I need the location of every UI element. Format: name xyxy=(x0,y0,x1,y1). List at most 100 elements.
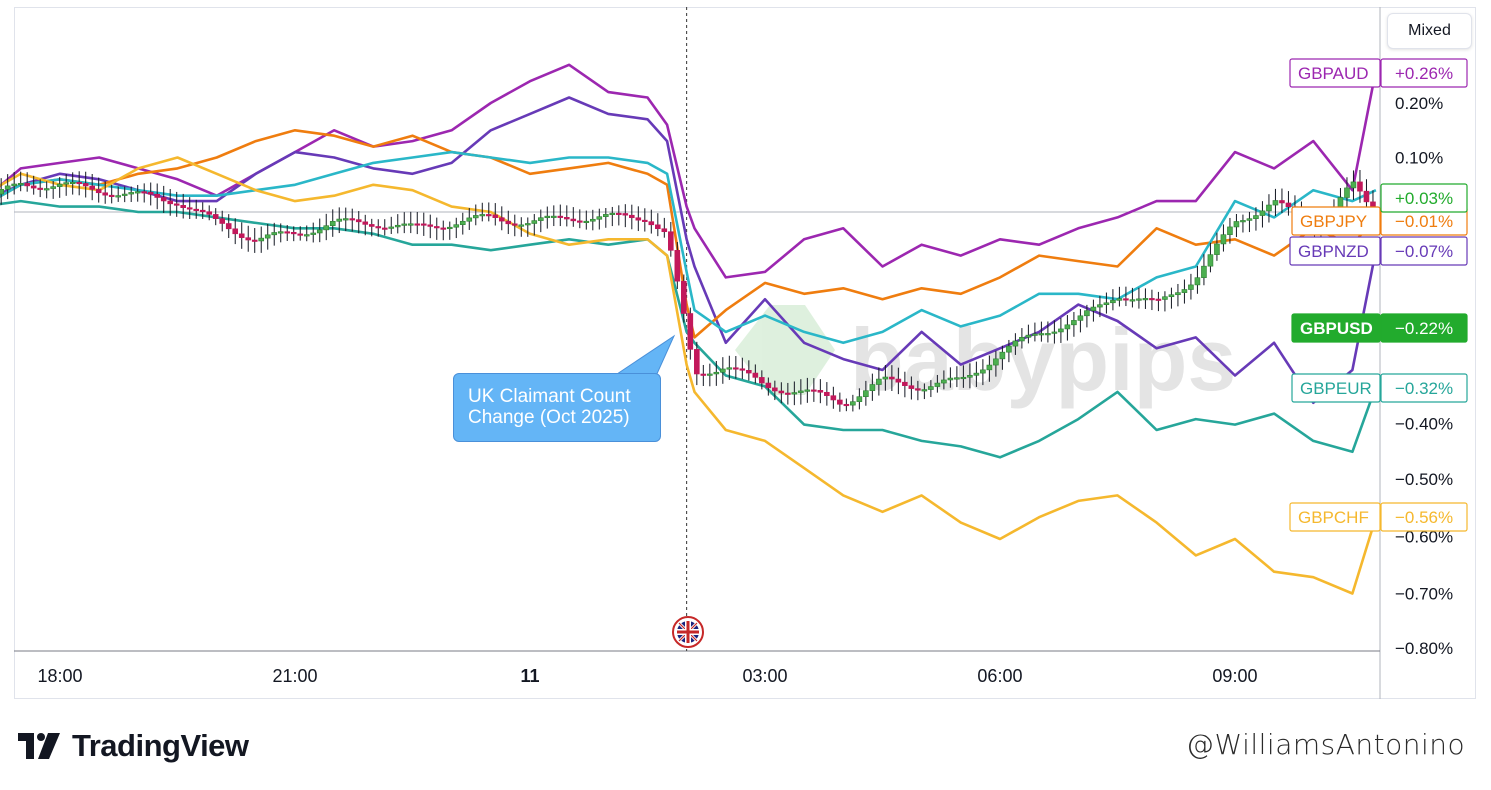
candle-body xyxy=(1227,226,1233,235)
candle-body xyxy=(882,376,889,380)
candle-body xyxy=(63,182,69,185)
candle-body xyxy=(954,377,960,380)
candle-body xyxy=(30,185,37,189)
candle-body xyxy=(830,395,837,401)
candle-body xyxy=(837,399,843,405)
candle-body xyxy=(563,217,570,220)
series-layer xyxy=(0,63,1378,595)
candle-body xyxy=(798,390,804,393)
candle-body xyxy=(394,224,401,228)
tradingview-brand[interactable]: TradingView xyxy=(18,728,249,764)
candle-body xyxy=(154,193,161,198)
candle-body xyxy=(310,232,317,235)
candle-body xyxy=(544,215,551,219)
candle-body xyxy=(1240,220,1246,223)
candle-body xyxy=(284,231,291,234)
candle-body xyxy=(986,364,993,371)
candle-body xyxy=(1188,284,1194,290)
tradingview-logo-icon xyxy=(18,733,60,759)
symbol-tags: GBPAUD +0.26% GBPNZD −0.07% GBPJPY −0.01% GBPE… xyxy=(1289,58,1468,532)
candle-body xyxy=(811,389,817,392)
candle-body xyxy=(655,224,661,230)
candle-body xyxy=(290,232,297,235)
candle-body xyxy=(446,226,453,230)
candle-body xyxy=(1012,340,1019,347)
candle-body xyxy=(1116,298,1123,301)
candle-body xyxy=(479,214,486,217)
tag-value-box xyxy=(1380,183,1468,213)
candle-body xyxy=(141,191,148,194)
candle-body xyxy=(1090,306,1097,311)
candle-body xyxy=(1266,204,1272,212)
candle-body xyxy=(401,223,408,226)
candle-body xyxy=(550,215,557,218)
candle-body xyxy=(323,225,330,231)
candle-body xyxy=(375,226,382,229)
candle-body xyxy=(895,378,902,383)
candle-body xyxy=(661,228,668,233)
candle-body xyxy=(173,203,180,206)
candle-body xyxy=(251,239,258,242)
candle-body xyxy=(336,218,343,222)
candle-body xyxy=(700,373,707,376)
candle-body xyxy=(518,224,525,227)
candle-body xyxy=(297,233,304,236)
tag-name-box xyxy=(1291,373,1381,403)
time-axis[interactable]: 18:00 21:00 11 03:00 06:00 09:00 xyxy=(37,666,1257,686)
candle-body xyxy=(973,372,980,376)
tag-value-gbpnzd: −0.07% xyxy=(1395,242,1453,261)
candle-body xyxy=(245,237,252,241)
candle-body xyxy=(433,226,440,229)
candle-body xyxy=(1084,310,1090,317)
candle-body xyxy=(160,197,167,202)
candle-body xyxy=(17,183,24,186)
candle-body xyxy=(1168,294,1175,298)
candle-body xyxy=(108,194,115,197)
tag-value-box xyxy=(1380,502,1468,532)
y-tick-label: −0.50% xyxy=(1395,470,1453,489)
tradingview-name: TradingView xyxy=(72,728,249,763)
candle-body xyxy=(863,390,869,397)
candle-body xyxy=(746,369,752,374)
candle-body xyxy=(95,189,102,194)
tag-value-box xyxy=(1380,373,1468,403)
candle-body xyxy=(1058,328,1064,333)
candle-body xyxy=(69,181,76,185)
candle-body xyxy=(453,224,460,228)
scale-mode-button[interactable]: Mixed xyxy=(1387,13,1472,49)
candle-body xyxy=(362,221,369,225)
candle-body xyxy=(941,379,947,384)
candle-body xyxy=(225,223,232,230)
candle-body xyxy=(342,218,349,221)
candle-body xyxy=(271,232,278,236)
tag-value-box xyxy=(1380,236,1468,266)
uk-flag-icon[interactable] xyxy=(672,616,704,648)
candle-body xyxy=(616,212,622,215)
candle-body xyxy=(1051,331,1058,334)
price-axis[interactable]: 0.20% 0.10% −0.40% −0.50% −0.60% −0.70% −0.80% xyxy=(1395,94,1453,658)
tag-value-gbpaud: +0.26% xyxy=(1395,64,1453,83)
candle-body xyxy=(0,189,4,195)
candle-body xyxy=(89,185,95,190)
candle-body xyxy=(1220,234,1227,245)
candle-body xyxy=(11,183,17,187)
candle-body xyxy=(472,215,479,219)
candle-body xyxy=(459,220,466,225)
candle-body xyxy=(1064,324,1071,330)
candle-body xyxy=(713,371,720,375)
watermark-text: babypips xyxy=(850,310,1236,409)
watermark-logo: babypips xyxy=(735,305,1236,409)
candle-body xyxy=(186,207,193,210)
tag-name-box xyxy=(1289,502,1381,532)
candle-body xyxy=(850,401,856,406)
candle-body xyxy=(1045,333,1051,336)
candle-body xyxy=(603,214,609,217)
event-callout[interactable]: UK Claimant Count Change (Oct 2025) xyxy=(453,373,661,442)
author-handle: @WilliamsAntonino xyxy=(1186,728,1466,761)
candle-body xyxy=(1071,320,1077,326)
candle-body xyxy=(238,233,245,238)
candle-body xyxy=(82,183,89,187)
candle-body xyxy=(76,181,82,185)
tag-name-gbpjpy: GBPJPY xyxy=(1300,212,1367,231)
